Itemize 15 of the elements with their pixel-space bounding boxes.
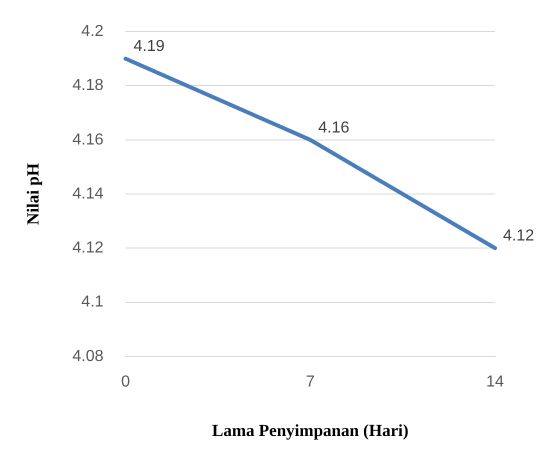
y-tick-label: 4.16 <box>72 131 104 148</box>
y-tick-label: 4.2 <box>81 23 104 40</box>
y-tick-label: 4.12 <box>72 240 104 257</box>
y-axis-title: Nilai pH <box>24 163 43 225</box>
x-tick-label: 0 <box>121 373 130 390</box>
y-tick-label: 4.14 <box>72 185 104 202</box>
data-label: 4.19 <box>134 38 165 56</box>
y-tick-label: 4.08 <box>72 348 104 365</box>
x-axis-title: Lama Penyimpanan (Hari) <box>212 421 408 440</box>
y-tick-label: 4.1 <box>81 294 104 311</box>
y-tick-label: 4.18 <box>72 77 104 94</box>
data-label: 4.12 <box>503 228 534 245</box>
data-label: 4.16 <box>318 119 350 136</box>
x-tick-label: 7 <box>306 373 315 390</box>
x-tick-label: 14 <box>486 373 504 390</box>
